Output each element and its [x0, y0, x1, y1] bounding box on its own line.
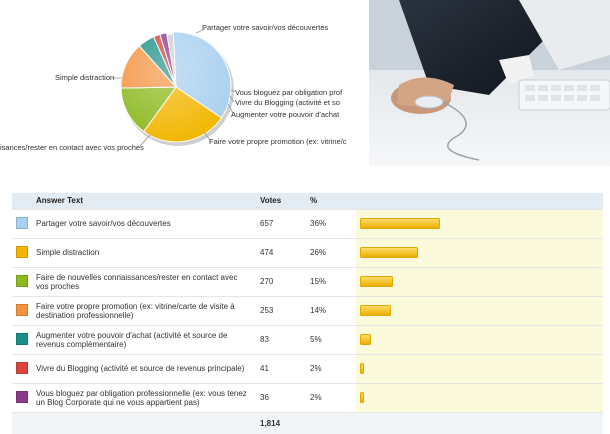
spacer-header: [581, 193, 603, 209]
total-votes: 1,814: [256, 411, 306, 434]
vote-bar: [360, 276, 394, 287]
answer-cell: Simple distraction: [32, 237, 256, 267]
vote-bar: [360, 392, 365, 403]
bar-cell: [356, 295, 581, 325]
color-cell: [12, 237, 32, 267]
votes-cell: 253: [256, 295, 306, 325]
leader-line: [203, 131, 211, 141]
percent-cell: 2%: [306, 353, 356, 383]
pie-label: Vivre du Blogging (activité et so: [235, 98, 340, 107]
percent-cell: 2%: [306, 382, 356, 412]
percent-cell: 36%: [306, 208, 356, 238]
votes-cell: 657: [256, 208, 306, 238]
pie-highlight: [121, 32, 231, 142]
bar-cell: [356, 353, 581, 383]
pie-label: Faire votre propre promotion (ex: vitrin…: [209, 137, 347, 146]
bar-cell: [356, 208, 581, 238]
color-swatch: [16, 274, 28, 287]
photo-illustration: [369, 0, 610, 166]
color-swatch: [16, 332, 28, 345]
leader-line: [139, 134, 151, 147]
hand-on-mouse-photo: [369, 0, 610, 166]
leader-line: [195, 28, 206, 34]
leader-line: [229, 95, 235, 103]
table-row: Vivre du Blogging (activité et source de…: [12, 353, 603, 383]
votes-header: Votes: [260, 196, 282, 206]
answer-cell: Augmenter votre pouvoir d'achat (activit…: [32, 324, 256, 354]
vote-bar: [360, 305, 392, 316]
bar-cell: [356, 382, 581, 412]
color-cell: [12, 208, 32, 238]
answer-cell: Faire de nouvelles connaissances/rester …: [32, 266, 256, 296]
leader-line: [230, 89, 236, 93]
bar-header: [356, 193, 581, 209]
color-swatch: [16, 303, 28, 316]
color-header: [12, 193, 32, 209]
percent-cell: 15%: [306, 266, 356, 296]
bar-cell: [356, 324, 581, 354]
percent-cell: 26%: [306, 237, 356, 267]
votes-cell: 474: [256, 237, 306, 267]
pie-svg: Partager votre savoir/vos découvertes Si…: [0, 23, 347, 152]
percent-cell: 14%: [306, 295, 356, 325]
table-row: Simple distraction 474 26%: [12, 237, 603, 267]
answer-cell: Faire votre propre promotion (ex: vitrin…: [32, 295, 256, 325]
bar-cell: [356, 266, 581, 296]
answer-cell: Vous bloguez par obligation professionne…: [32, 382, 256, 412]
votes-cell: 270: [256, 266, 306, 296]
table-footer: 1,814: [12, 411, 603, 434]
table-row: Partager votre savoir/vos découvertes 657…: [12, 208, 603, 238]
color-swatch: [16, 390, 28, 403]
pie-label: Partager votre savoir/vos découvertes: [202, 23, 329, 32]
pie-label: Augmenter votre pouvoir d'achat: [231, 110, 340, 119]
results-table: Answer Text Votes % Partager votre savoi…: [12, 193, 603, 434]
color-swatch: [16, 245, 28, 258]
color-cell: [12, 324, 32, 354]
color-cell: [12, 266, 32, 296]
vote-bar: [360, 363, 365, 374]
answer-cell: Vivre du Blogging (activité et source de…: [32, 353, 256, 383]
votes-cell: 83: [256, 324, 306, 354]
pie-label: isances/rester en contact avec vos proch…: [0, 143, 144, 152]
table-header: Answer Text Votes %: [12, 193, 603, 209]
pie-label: Vous bloguez par obligation prof: [235, 88, 343, 97]
color-swatch: [16, 361, 28, 374]
color-cell: [12, 295, 32, 325]
vote-bar: [360, 247, 418, 258]
votes-cell: 36: [256, 382, 306, 412]
votes-cell: 41: [256, 353, 306, 383]
color-cell: [12, 382, 32, 412]
percent-header: %: [310, 196, 318, 206]
color-swatch: [16, 216, 28, 229]
color-cell: [12, 353, 32, 383]
percent-cell: 5%: [306, 324, 356, 354]
table-row: Augmenter votre pouvoir d'achat (activit…: [12, 324, 603, 354]
table-row: Faire de nouvelles connaissances/rester …: [12, 266, 603, 296]
vote-bar: [360, 334, 372, 345]
pie-label: Simple distraction: [55, 73, 114, 82]
leader-line: [227, 103, 234, 114]
table-row: Faire votre propre promotion (ex: vitrin…: [12, 295, 603, 325]
answer-header: Answer Text: [36, 196, 83, 206]
table-row: Vous bloguez par obligation professionne…: [12, 382, 603, 412]
bar-cell: [356, 237, 581, 267]
vote-bar: [360, 218, 440, 229]
leader-lines: [112, 28, 236, 147]
answer-cell: Partager votre savoir/vos découvertes: [32, 208, 256, 238]
pie-chart: Partager votre savoir/vos découvertes Si…: [0, 0, 368, 165]
